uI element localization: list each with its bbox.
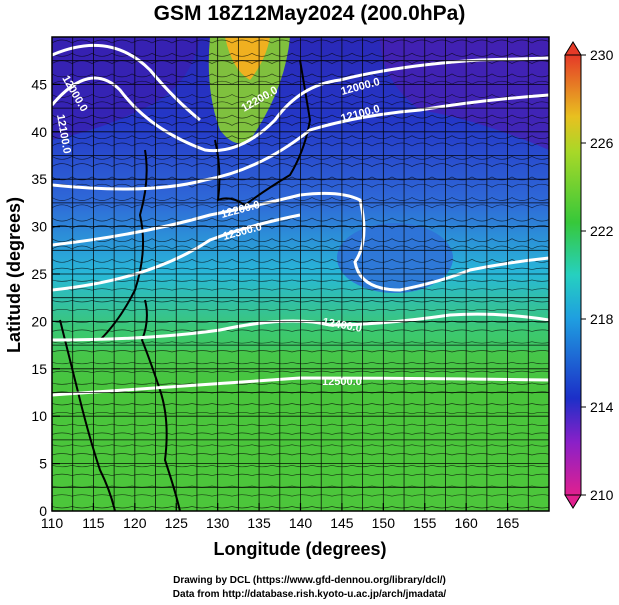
contour-label: 12500.0 — [322, 376, 362, 388]
streamline — [52, 114, 549, 119]
streamline — [52, 217, 549, 222]
streamline — [52, 329, 549, 332]
streamline — [52, 238, 549, 243]
streamline — [52, 52, 549, 57]
x-tick-label: 125 — [165, 515, 189, 531]
streamline — [52, 183, 549, 188]
x-tick-label: 135 — [247, 515, 271, 531]
colorbar-max-arrow — [564, 41, 582, 56]
streamline — [52, 39, 549, 44]
x-tick-label: 140 — [289, 515, 313, 531]
streamline — [52, 155, 549, 160]
streamline — [52, 300, 549, 303]
contour-12200 — [52, 191, 549, 292]
streamline — [52, 350, 549, 353]
contour-12500 — [52, 376, 549, 397]
streamline — [52, 341, 549, 344]
colorbar: 210 214 218 222 226 230 — [564, 41, 614, 509]
streamline — [52, 370, 549, 373]
x-tick-label: 130 — [206, 515, 230, 531]
x-tick-label: 120 — [123, 515, 147, 531]
x-tick-label: 110 — [41, 515, 64, 531]
y-tick-label: 45 — [31, 76, 47, 92]
streamline — [52, 361, 549, 365]
y-tick-label: 30 — [31, 219, 47, 235]
streamline — [52, 308, 549, 312]
streamline — [52, 506, 549, 509]
x-axis-label: Longitude (degrees) — [213, 539, 386, 559]
y-tick-label: 25 — [31, 266, 47, 282]
y-axis-ticks: 0 5 10 15 20 25 30 35 40 45 — [31, 76, 60, 519]
streamline — [52, 204, 549, 209]
streamline — [52, 403, 549, 406]
streamline — [52, 432, 549, 435]
x-axis-ticks: 110 115 120 125 130 135 140 145 150 155 160 165 — [41, 503, 520, 531]
coastline-china — [99, 149, 148, 341]
y-tick-label: 15 — [31, 361, 47, 377]
streamline — [52, 279, 549, 282]
cutoff-low-region — [337, 223, 453, 293]
streamline — [52, 423, 549, 426]
colorbar-min-arrow — [564, 494, 582, 509]
colorbar-tick-label: 226 — [590, 135, 614, 151]
credit-line-2: Data from http://database.rish.kyoto-u.a… — [172, 589, 447, 600]
map-field — [52, 37, 549, 511]
low-height-region-west — [52, 37, 200, 140]
streamline — [52, 382, 549, 385]
colorbar-bar — [564, 54, 582, 496]
streamline — [52, 453, 549, 456]
contour-12400 — [52, 312, 549, 342]
streamline — [52, 444, 549, 447]
streamline — [52, 288, 549, 291]
y-tick-label: 10 — [31, 408, 47, 424]
streamline — [52, 473, 549, 476]
x-tick-label: 150 — [372, 515, 396, 531]
y-tick-label: 5 — [39, 456, 47, 472]
colorbar-tick-label: 218 — [590, 311, 614, 327]
wind-streamlines — [52, 39, 549, 509]
streamline — [52, 225, 549, 229]
lat-lon-grid — [52, 37, 549, 511]
colorbar-tick-label: 230 — [590, 47, 614, 63]
contour-12300 — [52, 213, 301, 292]
streamline — [52, 464, 549, 468]
streamline — [52, 122, 549, 126]
x-tick-label: 115 — [82, 515, 105, 531]
streamline — [52, 494, 549, 497]
colorbar-tick-label: 222 — [590, 223, 614, 239]
colorbar-tick-label: 210 — [590, 487, 614, 503]
height-contours — [52, 43, 549, 397]
streamline — [52, 176, 549, 181]
streamline — [52, 411, 549, 415]
colorbar-tick-label: 214 — [590, 399, 614, 415]
x-tick-label: 145 — [330, 515, 354, 531]
y-tick-label: 35 — [31, 171, 47, 187]
streamline — [52, 142, 549, 147]
streamline — [52, 245, 549, 250]
streamline — [52, 258, 549, 263]
x-tick-label: 160 — [454, 515, 478, 531]
coastline-philippines — [140, 299, 181, 511]
contour-12000 — [52, 56, 549, 153]
credit-line-1: Drawing by DCL (https://www.gfd-dennou.o… — [173, 575, 446, 586]
coastline-japan — [214, 59, 312, 207]
y-tick-label: 40 — [31, 124, 47, 140]
streamline — [52, 163, 549, 168]
x-tick-label: 165 — [496, 515, 520, 531]
y-axis-label: Latitude (degrees) — [4, 197, 24, 353]
y-tick-label: 20 — [31, 313, 47, 329]
contour-12100 — [52, 93, 549, 191]
streamline — [52, 197, 549, 201]
map-title: GSM 18Z12May2024 (200.0hPa) — [153, 2, 466, 25]
y-tick-label: 0 — [39, 503, 47, 519]
streamline — [52, 80, 549, 85]
contour-12000-west — [52, 43, 201, 122]
streamline — [52, 135, 549, 140]
x-tick-label: 155 — [413, 515, 437, 531]
streamline — [52, 94, 549, 98]
